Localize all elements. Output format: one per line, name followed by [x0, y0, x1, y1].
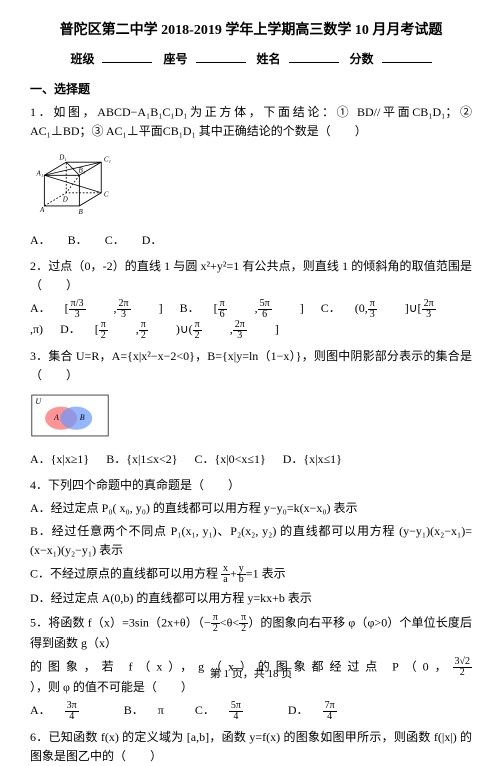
- section-header: 一、选择题: [30, 80, 472, 99]
- q5-opt-c: C．5π4: [195, 703, 271, 717]
- class-blank: [102, 51, 152, 63]
- svg-text:B: B: [79, 208, 84, 216]
- cube-figure: A B C D A₁ B₁ C₁ D₁: [30, 149, 120, 219]
- seat-label: 座号: [163, 52, 187, 66]
- q5-opt-b: B．π: [124, 703, 178, 717]
- q3-text: 集合 U=R，A={x|x²−x−2<0}，B={x|y=ln（1−x）}，则图…: [30, 349, 472, 382]
- svg-text:D₁: D₁: [58, 154, 67, 162]
- q5-opt-d: D．7π4: [288, 703, 365, 717]
- q6-num: 6．: [30, 730, 49, 744]
- name-label: 姓名: [257, 52, 281, 66]
- question-5: 5．将函数 f（x）=3sin（2x+θ）（−π2<θ<π2）的图象向右平移 φ…: [30, 613, 472, 653]
- q2-num: 2．: [30, 259, 48, 273]
- q3-num: 3．: [30, 349, 48, 363]
- q5-t1: 将函数 f（x）=3sin（2x+θ）（−: [48, 615, 211, 629]
- question-2: 2．过点（0，-2）的直线 1 与圆 x²+y²=1 有公共点，则直线 1 的倾…: [30, 257, 472, 295]
- q2-opt-b: B．[π6,5π6]: [180, 301, 304, 315]
- svg-text:C₁: C₁: [104, 155, 111, 163]
- q1-text: 如图，ABCD−A₁B₁C₁D₁为正方体，下面结论：① BD//平面CB₁D₁；…: [30, 105, 472, 138]
- q3-opt-d: D．{x|x≤1}: [283, 452, 342, 466]
- svg-text:A₁: A₁: [36, 169, 44, 177]
- svg-text:U: U: [35, 397, 42, 406]
- exam-title: 普陀区第二中学 2018-2019 学年上学期高三数学 10 月月考试题: [30, 20, 472, 42]
- q4-opt-c: C．不经过原点的直线都可以用方程 xa+yb=1 表示: [30, 564, 472, 585]
- q1-opt-a: A．: [30, 233, 51, 247]
- question-1: 1．如图，ABCD−A₁B₁C₁D₁为正方体，下面结论：① BD//平面CB₁D…: [30, 103, 472, 141]
- q4-opt-b: B．经过任意两个不同点 P₁(x₁, y₁)、P₂(x₂, y₂) 的直线都可以…: [30, 522, 472, 560]
- q3-options: A．{x|x≥1} B．{x|1≤x<2} C．{x|0<x≤1} D．{x|x…: [30, 450, 472, 469]
- q6-text: 已知函数 f(x) 的定义域为 [a,b]，函数 y=f(x) 的图象如图甲所示…: [30, 730, 472, 763]
- question-3: 3．集合 U=R，A={x|x²−x−2<0}，B={x|y=ln（1−x）}，…: [30, 347, 472, 385]
- svg-text:B₁: B₁: [79, 167, 86, 175]
- svg-text:C: C: [104, 190, 109, 198]
- q5-opt-a: A．3π4: [30, 703, 107, 717]
- score-blank: [382, 51, 432, 63]
- svg-text:A: A: [53, 413, 59, 422]
- q1-opt-c: C．: [105, 233, 125, 247]
- q3-opt-a: A．{x|x≥1}: [30, 452, 89, 466]
- q4-opt-d: D．经过定点 A(0,b) 的直线都可以用方程 y=kx+b 表示: [30, 589, 472, 608]
- q4-num: 4．: [30, 478, 48, 492]
- q2-opt-a: A．[π/33,2π3]: [30, 301, 163, 315]
- question-4: 4．下列四个命题中的真命题是（ ）: [30, 476, 472, 495]
- venn-figure: U A B: [30, 393, 110, 438]
- seat-blank: [196, 51, 246, 63]
- q3-opt-c: C．{x|0<x≤1}: [194, 452, 265, 466]
- q4-opt-a: A．经过定点 P₀( x₀, y₀) 的直线都可以用方程 y−y₀=k(x−x₀…: [30, 499, 472, 518]
- q1-opt-b: B．: [68, 233, 88, 247]
- q3-opt-b: B．{x|1≤x<2}: [106, 452, 177, 466]
- score-label: 分数: [350, 52, 374, 66]
- q1-options: A． B． C． D．: [30, 231, 472, 250]
- q1-num: 1．: [30, 105, 53, 119]
- q4-text: 下列四个命题中的真命题是（ ）: [48, 478, 240, 492]
- q5-options: A．3π4 B．π C．5π4 D．7π4: [30, 701, 472, 722]
- q2-opt-d: D．[π2,π2)∪(π2,2π3]: [60, 322, 279, 336]
- question-6: 6．已知函数 f(x) 的定义域为 [a,b]，函数 y=f(x) 的图象如图甲…: [30, 728, 472, 766]
- q5-num: 5．: [30, 615, 48, 629]
- svg-text:B: B: [80, 413, 85, 422]
- page-footer: 第 1 页，共 18 页: [0, 666, 502, 684]
- q2-text: 过点（0，-2）的直线 1 与圆 x²+y²=1 有公共点，则直线 1 的倾斜角…: [30, 259, 472, 292]
- q2-options: A．[π/33,2π3] B．[π6,5π6] C．(0,π3]∪[2π3,π)…: [30, 299, 472, 341]
- q1-opt-d: D．: [142, 233, 163, 247]
- svg-text:A: A: [39, 206, 45, 214]
- name-blank: [289, 51, 339, 63]
- svg-text:D: D: [62, 196, 68, 204]
- form-line: 班级 座号 姓名 分数: [30, 50, 472, 69]
- class-label: 班级: [70, 52, 94, 66]
